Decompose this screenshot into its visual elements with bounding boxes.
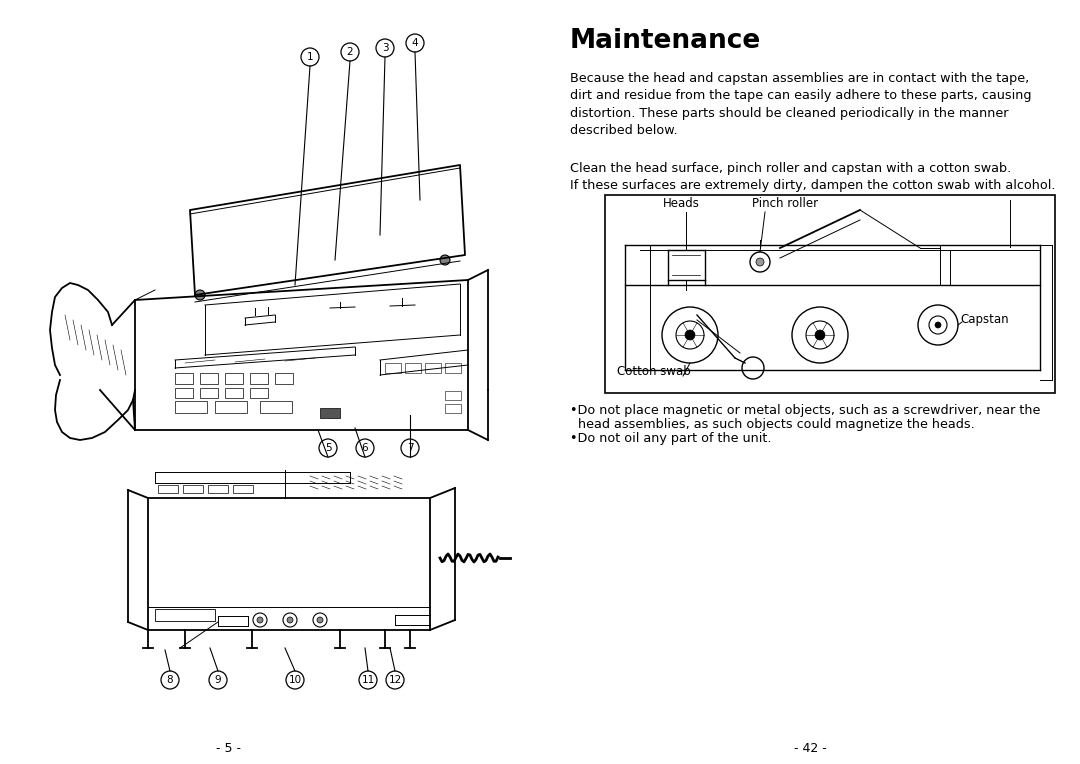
Circle shape [815, 330, 825, 340]
Bar [249, 373, 268, 384]
Bar [233, 485, 253, 493]
Bar [249, 388, 268, 398]
Bar [405, 363, 421, 373]
Circle shape [287, 617, 293, 623]
Text: 3: 3 [381, 43, 389, 53]
Bar [215, 401, 247, 413]
Bar [175, 401, 207, 413]
Bar [320, 408, 340, 418]
Bar [175, 388, 193, 398]
Text: 2: 2 [347, 47, 353, 57]
Text: •Do not place magnetic or metal objects, such as a screwdriver, near the: •Do not place magnetic or metal objects,… [570, 404, 1040, 417]
Circle shape [685, 330, 696, 340]
Bar [426, 363, 441, 373]
Bar [175, 373, 193, 384]
Bar [445, 404, 461, 413]
Text: 8: 8 [166, 675, 173, 685]
Circle shape [318, 617, 323, 623]
Bar [445, 391, 461, 400]
Circle shape [756, 258, 764, 266]
Text: - 42 -: - 42 - [794, 742, 826, 755]
Text: Pinch roller: Pinch roller [752, 197, 819, 210]
Text: 11: 11 [362, 675, 375, 685]
Text: Heads: Heads [663, 197, 700, 210]
Circle shape [195, 290, 205, 300]
Circle shape [440, 255, 450, 265]
Bar [384, 363, 401, 373]
Text: Because the head and capstan assemblies are in contact with the tape,
dirt and r: Because the head and capstan assemblies … [570, 72, 1031, 138]
Circle shape [935, 322, 941, 328]
Text: Cotton swab: Cotton swab [617, 365, 691, 378]
Text: head assemblies, as such objects could magnetize the heads.: head assemblies, as such objects could m… [570, 418, 975, 431]
Text: 6: 6 [362, 443, 368, 453]
Text: 5: 5 [325, 443, 332, 453]
Bar [158, 485, 178, 493]
Bar [225, 373, 243, 384]
Text: 10: 10 [288, 675, 301, 685]
Bar [183, 485, 203, 493]
Text: - 5 -: - 5 - [216, 742, 241, 755]
Text: 9: 9 [215, 675, 221, 685]
Text: 4: 4 [411, 38, 418, 48]
Bar [260, 401, 292, 413]
Bar [605, 195, 1055, 393]
Bar [156, 609, 215, 621]
Bar [200, 388, 218, 398]
Text: Maintenance: Maintenance [570, 28, 761, 54]
Circle shape [257, 617, 264, 623]
Text: 1: 1 [307, 52, 313, 62]
Bar [225, 388, 243, 398]
Text: Clean the head surface, pinch roller and capstan with a cotton swab.
If these su: Clean the head surface, pinch roller and… [570, 162, 1055, 193]
Bar [208, 485, 228, 493]
Bar [275, 373, 293, 384]
Text: 7: 7 [407, 443, 414, 453]
Bar [445, 363, 461, 373]
Bar [200, 373, 218, 384]
Text: Capstan: Capstan [960, 313, 1009, 326]
Text: •Do not oil any part of the unit.: •Do not oil any part of the unit. [570, 432, 771, 445]
Text: 12: 12 [389, 675, 402, 685]
